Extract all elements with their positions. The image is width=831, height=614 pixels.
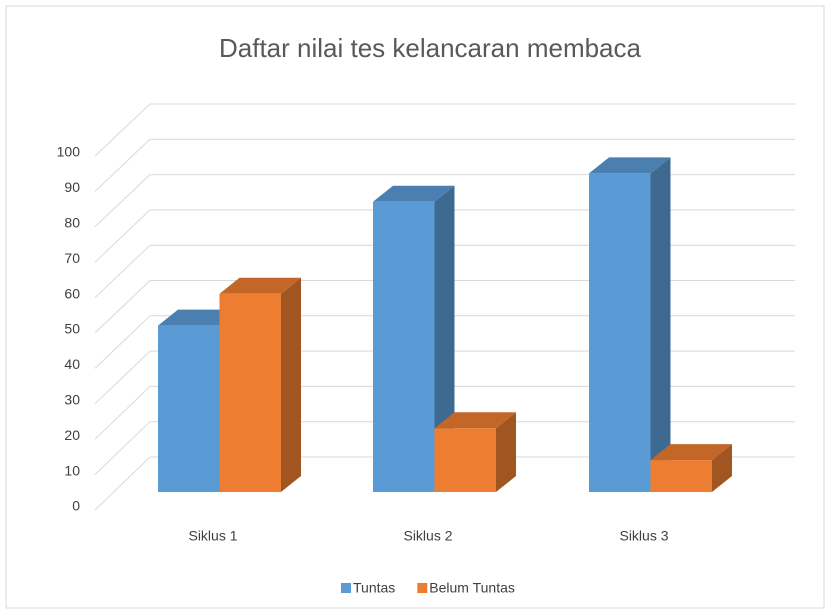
y-tick-label: 60 [64,285,80,301]
grid-line-side [94,209,151,263]
bar [650,444,732,492]
grid-line-side [94,315,151,369]
bar-front [650,460,712,492]
bar-side [281,277,301,492]
bar-top [158,309,240,326]
legend-swatch [417,583,428,593]
grid-line-side [94,421,151,475]
grid-line-side [94,138,151,192]
bar [434,412,516,492]
bar [219,277,301,492]
grid-line-side [94,244,151,298]
y-tick-label: 0 [72,498,80,514]
bar-side [712,444,732,492]
legend-label: Tuntas [353,580,395,596]
bar-front [589,173,651,492]
y-tick-label: 80 [64,215,80,231]
chart-title: Daftar nilai tes kelancaran membaca [219,33,642,63]
grid-line-side [94,103,151,157]
y-tick-label: 40 [64,356,80,372]
bar-top [219,277,301,294]
x-tick-label: Siklus 3 [619,528,668,544]
legend-label: Belum Tuntas [429,580,515,596]
bar-front [158,325,220,492]
y-tick-label: 20 [64,427,80,443]
y-tick-label: 100 [57,144,81,160]
grid-line-side [94,386,151,440]
y-tick-label: 50 [64,321,80,337]
bar-top [589,157,671,174]
bar-side [496,412,516,492]
bar-top [650,444,732,461]
grid-line-side [94,350,151,405]
bar-front [373,201,435,492]
bar [589,157,671,492]
grid-line-side [94,280,151,334]
bar-side [650,157,671,492]
grid-line-side [94,174,151,228]
bar-top [373,185,455,202]
legend-swatch [341,583,351,593]
y-tick-label: 90 [64,179,80,195]
bar-top [434,412,516,429]
y-tick-label: 10 [64,462,80,478]
bar-side [434,185,455,492]
bar [373,185,455,492]
x-tick-label: Siklus 1 [188,528,237,544]
bar-front [434,428,496,492]
grid-line-side [94,456,151,511]
x-tick-label: Siklus 2 [403,528,452,544]
y-tick-label: 70 [64,250,80,266]
y-tick-label: 30 [64,392,80,408]
bar-front [219,293,281,492]
